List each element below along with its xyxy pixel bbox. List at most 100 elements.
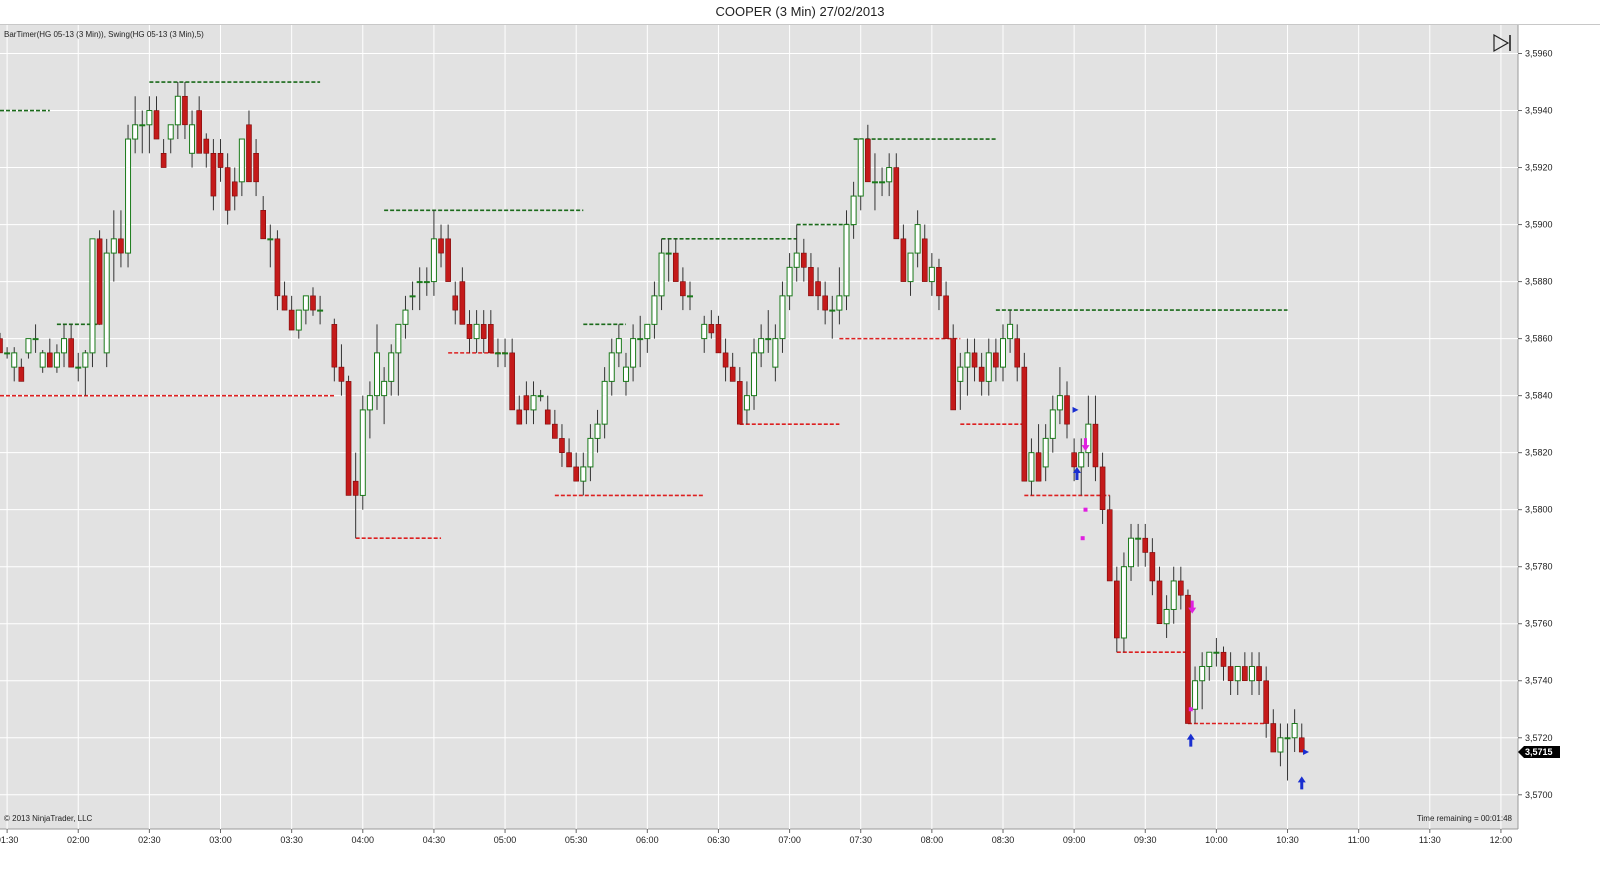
candle-body-up — [1028, 452, 1035, 482]
candle-body-down — [1099, 466, 1106, 510]
candle — [672, 238, 679, 282]
exit-marker-icon — [1083, 507, 1088, 512]
candle — [850, 181, 857, 239]
candle-body-up — [743, 395, 750, 411]
candle-body-down — [1092, 423, 1099, 468]
candle-body-down — [224, 167, 231, 211]
time-axis-panel[interactable] — [0, 829, 1518, 883]
candle — [388, 344, 395, 396]
candle — [302, 295, 309, 325]
y-tick-label: 3,5820 — [1525, 448, 1553, 458]
skip-to-end-icon[interactable] — [1492, 33, 1514, 53]
candle — [139, 110, 146, 154]
candle-body-up — [644, 323, 651, 340]
candle — [1035, 424, 1042, 482]
candle — [815, 267, 821, 311]
candle — [715, 315, 722, 354]
candle-body-up — [1291, 723, 1298, 739]
candle-body-down — [445, 238, 451, 282]
x-tick-label: 09:00 — [1063, 835, 1086, 845]
entry-marker-icon — [1303, 749, 1310, 756]
candle-body-up — [1007, 323, 1014, 340]
candle — [1298, 723, 1305, 753]
candle — [871, 153, 878, 211]
candle — [452, 281, 459, 325]
candle-body-up — [1234, 665, 1241, 682]
candle — [509, 338, 515, 411]
candle-body-down — [203, 138, 210, 154]
candle — [708, 310, 715, 339]
candle-body-up — [32, 338, 39, 341]
candle-body-down — [943, 295, 949, 339]
candle — [89, 238, 96, 368]
y-tick-label: 3,5840 — [1525, 391, 1553, 401]
price-axis-panel[interactable] — [1518, 25, 1600, 883]
candle-body-up — [1135, 537, 1142, 540]
candle — [822, 281, 828, 325]
candle — [886, 153, 893, 197]
candle-body-up — [366, 395, 373, 411]
candle — [608, 338, 615, 396]
exit-marker-icon — [1080, 536, 1085, 541]
candle-body-down — [815, 281, 821, 297]
candle-body-up — [957, 366, 964, 382]
candle — [488, 310, 494, 354]
candle-body-down — [488, 324, 494, 354]
candle — [516, 395, 523, 425]
candle — [879, 167, 886, 197]
candle — [402, 295, 409, 339]
candle-body-up — [1170, 580, 1177, 610]
candle — [75, 352, 82, 382]
candle-body-down — [96, 238, 103, 325]
candle — [1199, 652, 1206, 710]
candle — [381, 367, 388, 425]
candle — [786, 253, 793, 311]
candle-body-down — [182, 95, 188, 126]
x-tick-label: 08:00 — [921, 835, 944, 845]
candle-body-up — [786, 266, 793, 297]
candle-body-down — [260, 210, 266, 240]
candle-body-down — [1064, 395, 1070, 425]
plot-area[interactable] — [0, 25, 1518, 829]
candle-body-down — [1035, 452, 1042, 482]
candle-body-down — [18, 366, 25, 382]
candle-body-down — [672, 252, 679, 282]
candle-body-down — [1021, 366, 1028, 482]
candle — [836, 267, 843, 325]
candle — [1156, 566, 1163, 625]
candle-body-down — [509, 352, 515, 411]
candle-body-up — [139, 124, 146, 127]
candle — [1064, 381, 1070, 439]
candle — [160, 139, 167, 168]
candle-body-up — [416, 281, 423, 284]
candle — [1021, 352, 1028, 482]
candle-body-down — [438, 238, 444, 254]
y-tick-label: 3,5700 — [1525, 790, 1553, 800]
candle — [1114, 566, 1120, 653]
candle-body-down — [544, 409, 551, 425]
candle — [1284, 723, 1291, 781]
candle-body-down — [1142, 537, 1149, 553]
candle — [53, 344, 60, 373]
candle-body-down — [822, 295, 828, 311]
exit-marker-icon — [1188, 707, 1193, 712]
candle — [1227, 652, 1234, 695]
candle-body-down — [0, 338, 3, 354]
candle — [96, 230, 103, 325]
candle — [423, 267, 430, 296]
candle-body-up — [295, 309, 302, 331]
candle-body-up — [125, 138, 132, 254]
candle-body-up — [630, 338, 637, 368]
candle — [644, 323, 651, 353]
y-tick-label: 3,5920 — [1525, 163, 1553, 173]
candle-body-down — [1298, 737, 1305, 753]
candle-body-up — [594, 423, 601, 439]
candle-body-up — [1120, 566, 1127, 639]
chart-canvas[interactable]: 3,5960 3,5940 3,5920 3,5900 3,5880 3,5860 3,58… — [0, 25, 1600, 883]
candle-body-up — [637, 338, 644, 341]
candle-body-down — [281, 295, 288, 311]
candle-body-up — [388, 352, 395, 382]
candle — [680, 267, 686, 311]
entry-marker-icon — [1072, 406, 1079, 413]
candle-body-down — [936, 267, 942, 297]
